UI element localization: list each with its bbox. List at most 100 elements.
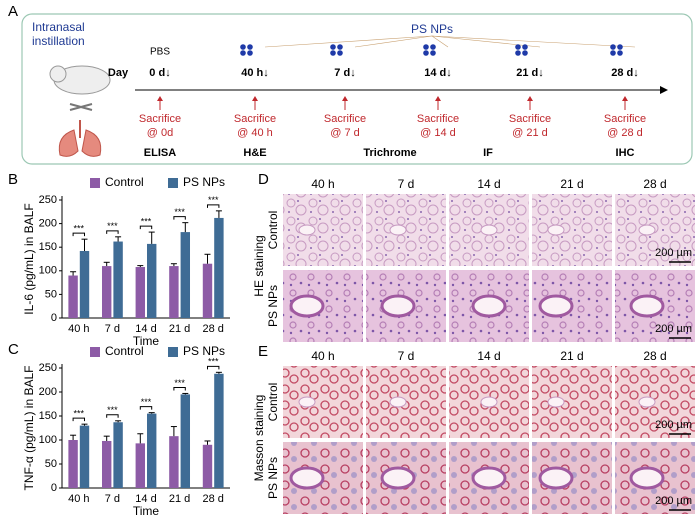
- bar: [68, 275, 78, 318]
- timepoint: 40 h↓: [241, 67, 269, 79]
- sacrifice-label: Sacrifice: [509, 113, 551, 125]
- x-axis-label: Time: [133, 504, 160, 518]
- airway: [380, 466, 416, 490]
- assay-label: IHC: [616, 147, 635, 159]
- significance-label: ***: [107, 221, 118, 231]
- sacrifice-label: @ 14 d: [420, 127, 456, 139]
- significance-label: ***: [74, 409, 85, 419]
- bar: [79, 425, 90, 488]
- instillation-label: instillation: [32, 34, 85, 48]
- y-axis-label: IL-6 (pg/mL) in BALF: [22, 203, 36, 314]
- column-label: 21 d: [560, 349, 583, 363]
- significance-label: ***: [174, 207, 185, 217]
- x-tick-label: 40 h: [68, 323, 89, 335]
- sacrifice-label: Sacrifice: [417, 113, 459, 125]
- assay-label: IF: [483, 147, 493, 159]
- np-dot: [330, 50, 336, 56]
- column-label: 21 d: [560, 177, 583, 191]
- bar: [202, 263, 213, 318]
- legend-label: Control: [105, 344, 144, 358]
- airway: [289, 466, 325, 490]
- x-tick-label: 21 d: [169, 493, 190, 505]
- airway: [471, 294, 507, 318]
- sacrifice-arrowhead: [157, 96, 163, 101]
- bar: [169, 436, 179, 488]
- day-label: Day: [108, 67, 129, 79]
- np-dot: [240, 50, 246, 56]
- significance-bracket: [139, 225, 153, 230]
- sacrifice-arrowhead: [527, 96, 533, 101]
- np-dot: [617, 50, 623, 56]
- y-tick-label: 250: [39, 194, 57, 206]
- sacrifice-label: @ 21 d: [512, 127, 548, 139]
- bar: [68, 440, 78, 488]
- significance-label: ***: [107, 405, 118, 415]
- panel-a-box: [21, 13, 693, 165]
- y-tick-label: 50: [45, 458, 57, 470]
- x-tick-label: 14 d: [135, 323, 156, 335]
- column-label: 28 d: [643, 177, 666, 191]
- bar: [135, 267, 145, 318]
- airway: [538, 294, 574, 318]
- dose-line: [354, 35, 433, 48]
- bar: [113, 422, 123, 488]
- significance-label: ***: [174, 378, 185, 388]
- y-tick-label: 150: [39, 410, 57, 422]
- scale-bar-label: 200 µm: [655, 419, 692, 431]
- instillation-label: Intranasal: [32, 20, 85, 34]
- timepoint: 21 d↓: [516, 67, 544, 79]
- np-dot: [423, 44, 429, 50]
- y-tick-label: 50: [45, 288, 57, 300]
- sacrifice-label: @ 28 d: [607, 127, 643, 139]
- dose-line: [431, 35, 636, 48]
- micrograph: [283, 366, 363, 438]
- significance-bracket: [206, 204, 220, 208]
- timepoint: 14 d↓: [424, 67, 452, 79]
- np-dot: [610, 44, 616, 50]
- x-tick-label: 14 d: [135, 493, 156, 505]
- dose-line: [264, 35, 433, 48]
- assay-label: ELISA: [144, 147, 176, 159]
- timepoint: 7 d↓: [334, 67, 355, 79]
- significance-bracket: [106, 414, 119, 418]
- bar: [135, 443, 145, 488]
- sacrifice-arrowhead: [622, 96, 628, 101]
- airway: [480, 224, 498, 236]
- significance-bracket: [106, 230, 119, 234]
- x-tick-label: 28 d: [202, 493, 223, 505]
- column-label: 14 d: [477, 177, 500, 191]
- airway: [638, 224, 656, 236]
- x-tick-label: 7 d: [105, 493, 120, 505]
- panel-label: A: [8, 3, 18, 20]
- row-label: PS NPs: [266, 457, 280, 499]
- column-label: 7 d: [398, 177, 415, 191]
- significance-label: ***: [74, 224, 85, 234]
- y-tick-label: 0: [51, 312, 57, 324]
- y-tick-label: 100: [39, 434, 57, 446]
- airway: [547, 224, 565, 236]
- airway: [298, 224, 316, 236]
- np-dot: [522, 50, 528, 56]
- airway: [471, 466, 507, 490]
- row-label: Control: [266, 211, 280, 250]
- y-tick-label: 0: [51, 482, 57, 494]
- bar: [180, 232, 191, 318]
- sacrifice-label: @ 7 d: [330, 127, 360, 139]
- column-label: 14 d: [477, 349, 500, 363]
- airway: [629, 466, 665, 490]
- dose-line: [431, 35, 541, 48]
- panel-label: D: [258, 171, 269, 188]
- lung-icon: [58, 129, 102, 157]
- legend-label: PS NPs: [183, 175, 225, 189]
- bar: [169, 266, 179, 318]
- scale-bar-label: 200 µm: [655, 495, 692, 507]
- significance-label: ***: [141, 397, 152, 407]
- panel-label: C: [8, 341, 19, 358]
- timeline-arrow: [660, 86, 668, 94]
- assay-label: H&E: [243, 147, 266, 159]
- bar: [202, 444, 213, 488]
- airway: [480, 396, 498, 408]
- bar: [180, 394, 191, 488]
- micrograph: [532, 194, 612, 266]
- sacrifice-label: Sacrifice: [604, 113, 646, 125]
